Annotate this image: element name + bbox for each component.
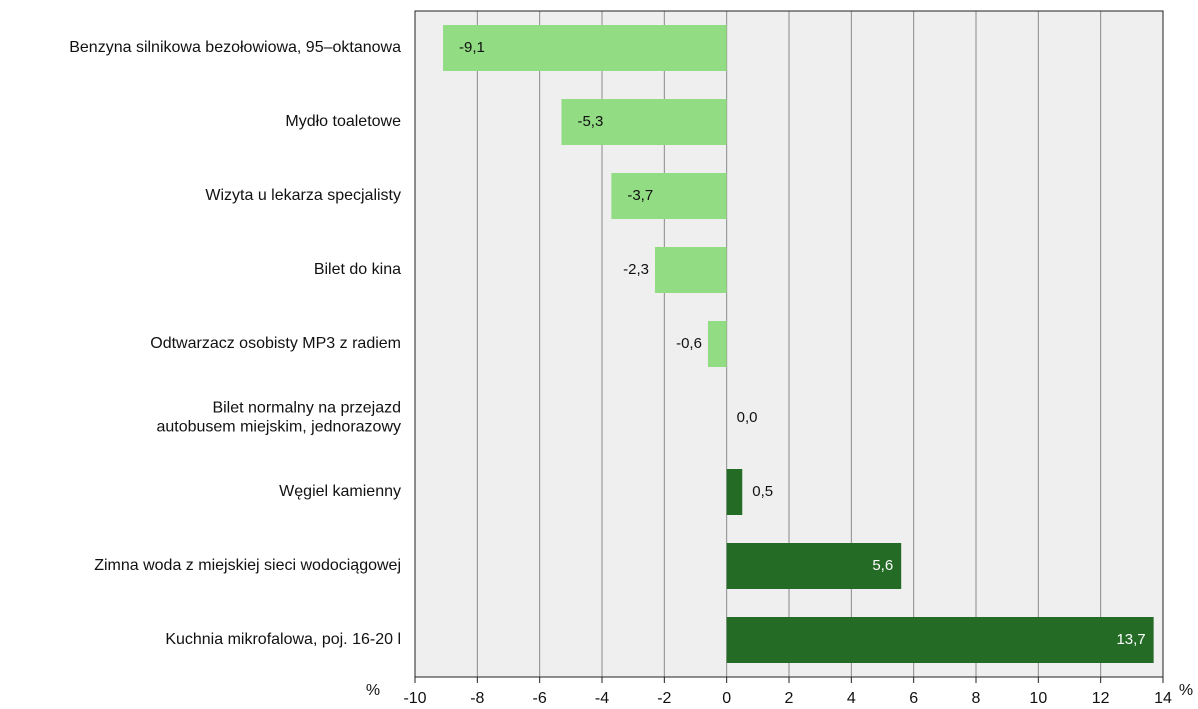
category-label-zimna-woda-z-miejskiej-sieci-wodociagowej: Zimna woda z miejskiej sieci wodociągowe… bbox=[94, 557, 401, 574]
bar-zimna-woda-z-miejskiej-sieci-wodociagowej bbox=[726, 543, 902, 589]
category-label-odtwarzacz-osobisty-mp3-z-radiem: Odtwarzacz osobisty MP3 z radiem bbox=[150, 335, 401, 352]
bar-wegiel-kamienny bbox=[726, 469, 743, 515]
category-label-bilet-normalny-na-przejazd-autobusem-miejskim-jednorazowy-line-1: Bilet normalny na przejazd bbox=[212, 400, 401, 417]
x-tick-label: 8 bbox=[972, 690, 981, 707]
category-label-kuchnia-mikrofalowa-poj-16-20-l: Kuchnia mikrofalowa, poj. 16-20 l bbox=[165, 631, 401, 648]
x-tick-label: 2 bbox=[785, 690, 794, 707]
bar-kuchnia-mikrofalowa-poj-16-20-l bbox=[726, 617, 1154, 663]
data-label-wizyta-u-lekarza-specjalisty: -3,7 bbox=[627, 187, 653, 204]
bar-benzyna-silnikowa-bezolowiowa-95-oktanowa bbox=[443, 25, 727, 71]
category-label-bilet-normalny-na-przejazd-autobusem-miejskim-jednorazowy-line-2: autobusem miejskim, jednorazowy bbox=[156, 419, 401, 436]
x-tick-label: 6 bbox=[909, 690, 918, 707]
unit-label-left: % bbox=[366, 682, 380, 699]
bar-mydlo-toaletowe bbox=[561, 99, 727, 145]
data-label-bilet-do-kina: -2,3 bbox=[623, 261, 649, 278]
data-label-bilet-normalny-na-przejazd-autobusem-miejskim-jednorazowy: 0,0 bbox=[737, 409, 758, 426]
x-tick-label: -4 bbox=[595, 690, 609, 707]
bar-odtwarzacz-osobisty-mp3-z-radiem bbox=[707, 321, 727, 367]
data-label-wegiel-kamienny: 0,5 bbox=[752, 483, 773, 500]
data-label-benzyna-silnikowa-bezolowiowa-95-oktanowa: -9,1 bbox=[459, 39, 485, 56]
data-label-kuchnia-mikrofalowa-poj-16-20-l: 13,7 bbox=[1116, 631, 1145, 648]
bar-wizyta-u-lekarza-specjalisty bbox=[611, 173, 727, 219]
x-tick-label: -2 bbox=[657, 690, 671, 707]
category-label-wizyta-u-lekarza-specjalisty: Wizyta u lekarza specjalisty bbox=[205, 187, 401, 204]
x-tick-label: -10 bbox=[403, 690, 426, 707]
category-label-benzyna-silnikowa-bezolowiowa-95-oktanowa: Benzyna silnikowa bezołowiowa, 95–oktano… bbox=[69, 39, 401, 56]
x-tick-label: 10 bbox=[1029, 690, 1047, 707]
x-tick-label: 14 bbox=[1154, 690, 1172, 707]
data-label-zimna-woda-z-miejskiej-sieci-wodociagowej: 5,6 bbox=[872, 557, 893, 574]
category-label-bilet-do-kina: Bilet do kina bbox=[314, 261, 401, 278]
unit-label-right: % bbox=[1179, 682, 1193, 699]
x-tick-label: -8 bbox=[470, 690, 484, 707]
category-label-mydlo-toaletowe: Mydło toaletowe bbox=[285, 113, 401, 130]
category-label-wegiel-kamienny: Węgiel kamienny bbox=[279, 483, 401, 500]
x-tick-label: 0 bbox=[722, 690, 731, 707]
plot-border bbox=[414, 10, 1164, 678]
data-label-odtwarzacz-osobisty-mp3-z-radiem: -0,6 bbox=[676, 335, 702, 352]
x-tick-label: 4 bbox=[847, 690, 856, 707]
data-label-mydlo-toaletowe: -5,3 bbox=[577, 113, 603, 130]
x-tick-label: 12 bbox=[1092, 690, 1110, 707]
bar-bilet-do-kina bbox=[654, 247, 727, 293]
x-tick-label: -6 bbox=[533, 690, 547, 707]
